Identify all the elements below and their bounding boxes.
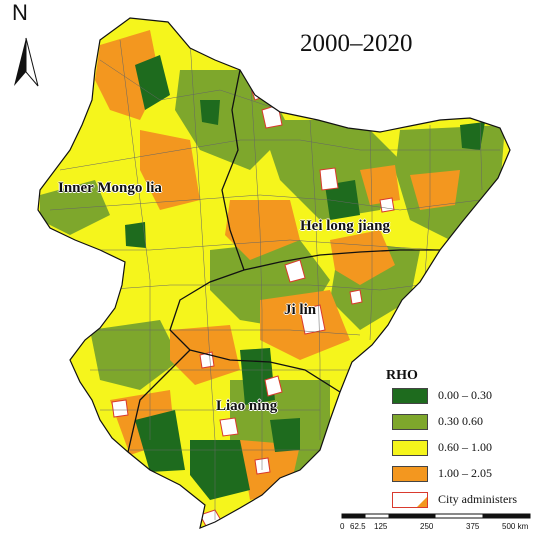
legend-swatch — [392, 388, 428, 404]
scale-tick-label: 0 — [340, 522, 345, 531]
legend-label: 1.00 – 2.05 — [438, 466, 492, 480]
legend-item: 0.30 0.60 — [386, 414, 536, 432]
region-label-jilin: Ji lin — [284, 302, 317, 318]
map-title: 2000–2020 — [300, 30, 413, 57]
legend-title: RHO — [386, 368, 418, 383]
city-swatch-icon — [417, 497, 427, 507]
legend-swatch — [392, 440, 428, 456]
scale-tick-label: 62.5 — [350, 522, 366, 531]
region-label-heilongjiang: Hei long jiang — [300, 218, 391, 234]
north-arrow-icon — [14, 37, 39, 87]
legend-swatch — [392, 414, 428, 430]
legend-swatch-city — [392, 492, 428, 508]
legend: RHO 0.00 – 0.30 0.30 0.60 0.60 – 1.00 1.… — [386, 368, 536, 518]
legend-item: 1.00 – 2.05 — [386, 466, 536, 484]
scale-tick-label: 375 — [466, 522, 480, 531]
north-letter: N — [12, 0, 28, 25]
legend-item: City administers — [386, 492, 536, 510]
scale-bar — [341, 513, 531, 519]
legend-label: 0.00 – 0.30 — [438, 388, 492, 402]
scale-tick-label: 250 — [420, 522, 434, 531]
scale-tick-label: 500 km — [502, 522, 529, 531]
legend-label: City administers — [438, 492, 517, 506]
legend-label: 0.30 0.60 — [438, 414, 483, 428]
legend-label: 0.60 – 1.00 — [438, 440, 492, 454]
legend-item: 0.60 – 1.00 — [386, 440, 536, 458]
legend-item: 0.00 – 0.30 — [386, 388, 536, 406]
scale-tick-label: 125 — [374, 522, 388, 531]
legend-swatch — [392, 466, 428, 482]
region-label-inner-mongolia: Inner Mongo lia — [58, 180, 162, 196]
outer-boundary — [37, 17, 511, 529]
region-label-liaoning: Liao ning — [216, 398, 278, 414]
province-boundaries — [127, 69, 440, 453]
